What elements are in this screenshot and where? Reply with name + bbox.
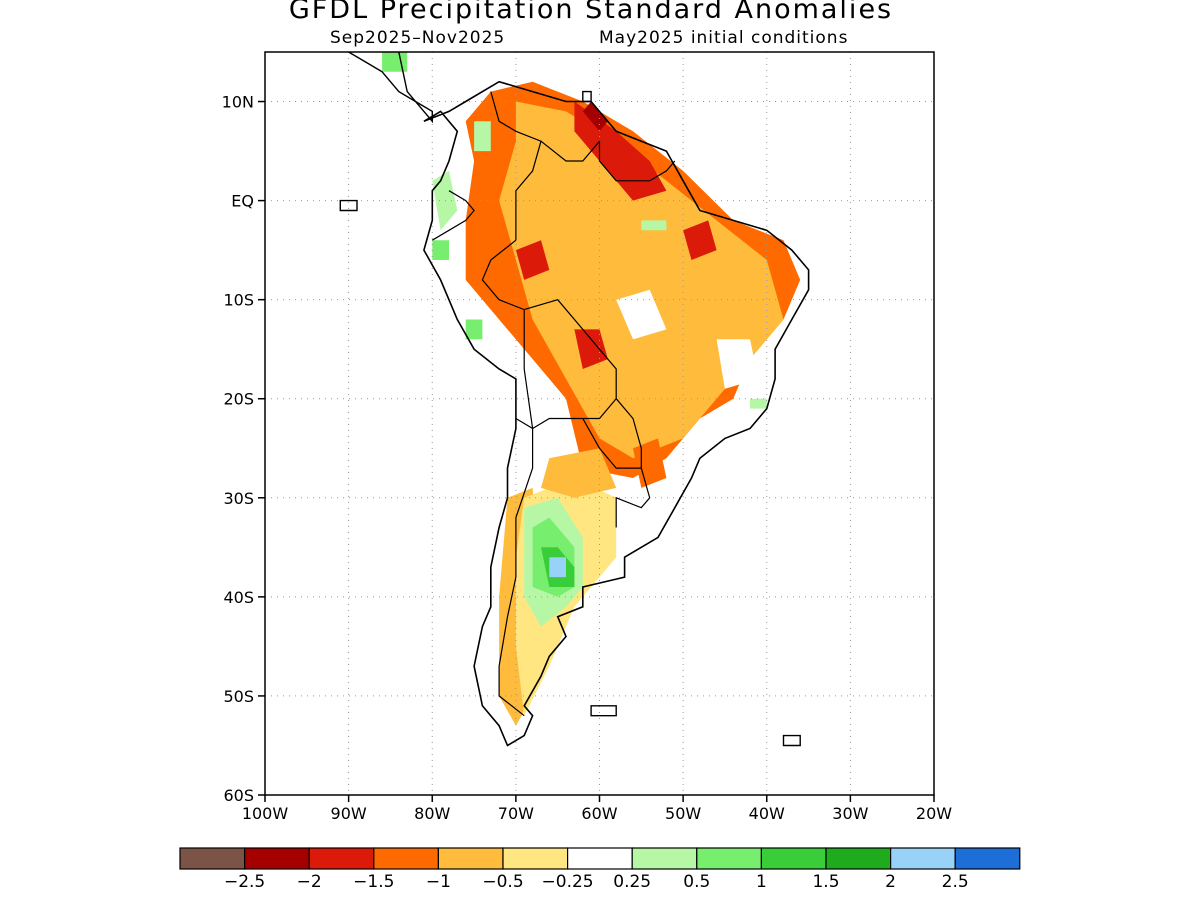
colorbar-label: −2.5 [224, 872, 265, 892]
colorbar-swatch [760, 847, 827, 870]
lon-tick-label: 100W [242, 804, 289, 823]
country-border [598, 141, 676, 182]
island-outline [590, 705, 617, 717]
anomaly-region [716, 339, 759, 389]
anomaly-region [432, 170, 458, 231]
lon-tick-label: 50W [665, 804, 701, 823]
chart-subtitle-period: Sep2025–Nov2025 [330, 28, 506, 48]
map-gridlines [258, 52, 935, 802]
anomaly-region [582, 101, 608, 132]
anomaly-region [499, 101, 784, 459]
country-border [481, 239, 525, 369]
anomaly-region [474, 121, 491, 152]
anomaly-region [641, 220, 667, 231]
island-outline [782, 734, 801, 747]
lon-tick-label: 20W [916, 804, 952, 823]
colorbar: −2.5 −2 −1.5 −1 −0.5 −0.25 0.25 0.5 1 1.5 2 2.5 [179, 847, 1021, 892]
country-border [540, 140, 600, 162]
country-border [431, 190, 475, 241]
south-america-coastline [423, 80, 810, 747]
lat-tick-label: 10N [222, 93, 254, 112]
country-border [615, 467, 651, 528]
country-border [524, 299, 617, 420]
colorbar-label: −1.5 [353, 872, 394, 892]
anomaly-region [549, 557, 566, 578]
country-border [498, 417, 534, 717]
island-outline [339, 199, 358, 212]
coastline-layer [339, 52, 810, 747]
island-outline [582, 90, 592, 103]
anomaly-region [616, 289, 667, 340]
colorbar-swatch [373, 847, 439, 870]
colorbar-swatch [308, 847, 375, 870]
lat-tick-label: 30S [223, 489, 254, 508]
colorbar-swatch [437, 847, 504, 870]
anomaly-region [541, 448, 617, 498]
anomaly-region [382, 52, 408, 72]
lat-tick-label: 50S [223, 687, 254, 706]
chart-subtitle-init: May2025 initial conditions [599, 28, 849, 48]
lon-tick-label: 40W [749, 804, 785, 823]
colorbar-label: 2 [885, 872, 896, 892]
colorbar-swatch [889, 847, 956, 870]
lon-tick-label: 60W [581, 804, 617, 823]
colorbar-label: 1.5 [812, 872, 839, 892]
lon-tick-label: 30W [832, 804, 868, 823]
colorbar-swatch [631, 847, 698, 870]
anomaly-region [432, 240, 449, 260]
anomaly-region [574, 329, 608, 369]
colorbar-label: −2 [297, 872, 322, 892]
longitude-labels: 100W 90W 80W 70W 60W 50W 40W 30W 20W [242, 804, 952, 823]
anomaly-region [465, 319, 483, 340]
latitude-labels: 10N EQ 10S 20S 30S 40S 50S 60S [222, 93, 254, 805]
country-border [490, 91, 542, 241]
colorbar-label: −1 [426, 872, 451, 892]
anomaly-region [750, 398, 767, 409]
colorbar-swatch [566, 847, 633, 870]
colorbar-swatch [502, 847, 569, 870]
colorbar-label: 2.5 [942, 872, 969, 892]
map-frame [264, 51, 935, 796]
lat-tick-label: 20S [223, 390, 254, 409]
lat-tick-label: 10S [223, 291, 254, 310]
colorbar-swatch [696, 847, 762, 870]
anomaly-region [332, 12, 366, 32]
colorbar-swatch [954, 847, 1021, 870]
colorbar-swatch [179, 847, 246, 870]
anomaly-region [515, 240, 550, 280]
colorbar-label: 0.25 [613, 872, 651, 892]
chart-title: GFDL Precipitation Standard Anomalies [288, 0, 894, 25]
anomaly-fill-layer [332, 12, 801, 726]
colorbar-label: −0.25 [542, 872, 594, 892]
lat-tick-label: 60S [223, 786, 254, 805]
lat-tick-label: 40S [223, 588, 254, 607]
lon-tick-label: 80W [414, 804, 450, 823]
colorbar-swatch [825, 847, 892, 870]
anomaly-region [683, 220, 717, 260]
lon-tick-label: 90W [331, 804, 367, 823]
colorbar-label: 1 [756, 872, 767, 892]
colorbar-label: −0.5 [482, 872, 523, 892]
colorbar-swatch [244, 847, 310, 870]
central-america-coastline [346, 52, 433, 124]
colorbar-label: 0.5 [683, 872, 710, 892]
country-border [523, 368, 583, 430]
lon-tick-label: 70W [498, 804, 534, 823]
lat-tick-label: EQ [231, 192, 254, 211]
